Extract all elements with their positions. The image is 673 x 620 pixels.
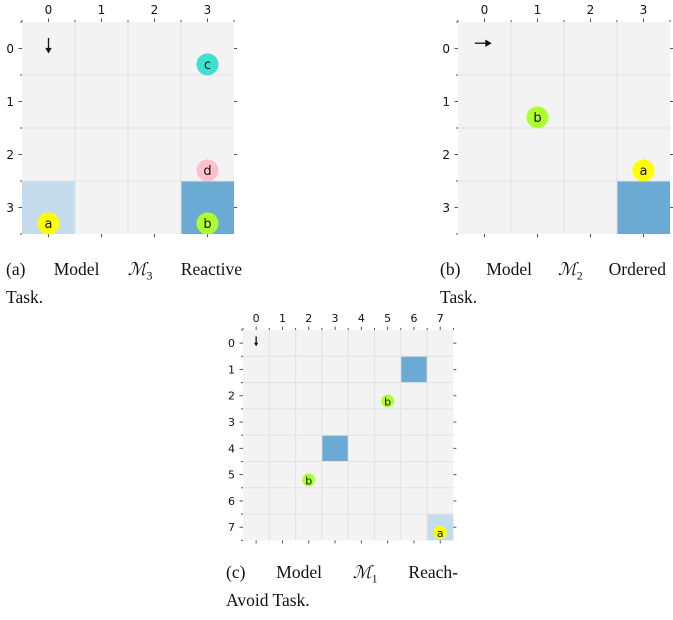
goal-cell-dark: [400, 356, 428, 383]
marker-circle: [196, 212, 219, 235]
caption-b-subscript: 2: [576, 268, 583, 283]
arrow-right-icon: [474, 39, 492, 47]
x-tick-label: 0: [253, 312, 260, 325]
x-tick-label: 2: [587, 3, 595, 17]
x-tick-label: 6: [410, 312, 417, 325]
marker-circle: [302, 473, 316, 487]
marker-label: a: [45, 217, 53, 232]
y-tick-label: 4: [228, 442, 235, 455]
marker-circle: [196, 53, 219, 76]
caption-a-subscript: 3: [146, 268, 153, 283]
arrow-head: [485, 39, 492, 47]
arrow-down-icon: [45, 38, 52, 54]
marker-label: d: [203, 164, 211, 179]
y-tick-label: 6: [228, 495, 235, 508]
marker-label: a: [640, 164, 648, 179]
y-tick-label: 3: [6, 201, 14, 215]
gridworld-b: 0 1 2 3 0 1 2 3 b a: [442, 3, 673, 237]
marker-circle: [526, 106, 549, 129]
caption-c-symbol: ℳ: [352, 563, 372, 583]
x-tick-label: 7: [437, 312, 444, 325]
marker-label: c: [204, 58, 211, 73]
gridworld-c: 0 1 2 3 4 5 6 7 0 1 2 3 4 5 6 7 b b a: [228, 312, 457, 544]
marker-label: b: [305, 474, 312, 487]
goal-cell-dark: [321, 435, 349, 462]
marker-b: b: [526, 106, 549, 129]
x-tick-label: 4: [358, 312, 365, 325]
caption-c-rest: Reach-: [377, 562, 458, 582]
y-tick-label: 3: [442, 201, 450, 215]
caption-a-rest: Reactive: [152, 259, 242, 279]
caption-a: (a) Model ℳ3 Reactive Task.: [6, 259, 242, 308]
marker-circle: [381, 394, 395, 408]
y-tick-label: 1: [6, 95, 14, 109]
marker-label: b: [203, 217, 211, 232]
marker-circle: [433, 526, 447, 540]
x-tick-label: 3: [332, 312, 339, 325]
caption-a-prefix: (a) Model: [6, 259, 128, 279]
caption-a-symbol: ℳ: [127, 260, 147, 280]
marker-c: c: [196, 53, 219, 76]
x-tick-label: 5: [384, 312, 391, 325]
marker-a: a: [37, 212, 60, 235]
caption-b-line2: Task.: [440, 286, 478, 307]
marker-a: a: [632, 159, 655, 182]
gridworld-a: 0 1 2 3 0 1 2 3 c d a b: [6, 3, 237, 237]
marker-a: a: [433, 526, 447, 540]
arrow-head: [45, 47, 52, 54]
caption-b-symbol: ℳ: [558, 260, 577, 280]
caption-b-rest: Ordered: [582, 259, 666, 279]
marker-b: b: [302, 473, 316, 487]
marker-circle: [37, 212, 60, 235]
marker-circle: [196, 159, 219, 182]
y-tick-label: 1: [442, 95, 450, 109]
x-tick-label: 3: [204, 3, 212, 17]
marker-d: d: [196, 159, 219, 182]
caption-c-prefix: (c) Model: [226, 562, 353, 582]
goal-cell-dark: [617, 181, 670, 234]
marker-b: b: [196, 212, 219, 235]
marker-circle: [632, 159, 655, 182]
x-tick-label: 2: [151, 3, 159, 17]
x-tick-label: 3: [640, 3, 648, 17]
x-tick-label: 1: [98, 3, 106, 17]
y-tick-label: 2: [228, 390, 235, 403]
caption-c: (c) Model ℳ1 Reach- Avoid Task.: [226, 562, 458, 611]
caption-b-prefix: (b) Model: [440, 259, 558, 279]
marker-label: b: [533, 111, 541, 126]
caption-a-line2: Task.: [6, 286, 44, 307]
y-tick-label: 0: [228, 337, 235, 350]
marker-b: b: [381, 394, 395, 409]
y-tick-label: 2: [6, 148, 14, 162]
y-tick-label: 5: [228, 469, 235, 482]
marker-label: b: [384, 396, 391, 409]
y-tick-label: 1: [228, 363, 235, 376]
arrow-head: [254, 342, 259, 347]
arrow-down-icon: [254, 336, 259, 347]
caption-c-line2: Avoid Task.: [226, 589, 310, 610]
x-tick-label: 1: [279, 312, 286, 325]
x-tick-label: 0: [481, 3, 489, 17]
caption-c-subscript: 1: [371, 571, 378, 586]
caption-b: (b) Model ℳ2 Ordered Task.: [440, 259, 666, 308]
marker-label: a: [437, 527, 444, 540]
x-tick-label: 1: [534, 3, 542, 17]
x-tick-label: 0: [45, 3, 53, 17]
y-tick-label: 0: [6, 42, 14, 56]
y-tick-label: 0: [442, 42, 450, 56]
y-tick-label: 7: [228, 521, 235, 534]
x-tick-label: 2: [305, 312, 312, 325]
y-tick-label: 3: [228, 416, 235, 429]
y-tick-label: 2: [442, 148, 450, 162]
